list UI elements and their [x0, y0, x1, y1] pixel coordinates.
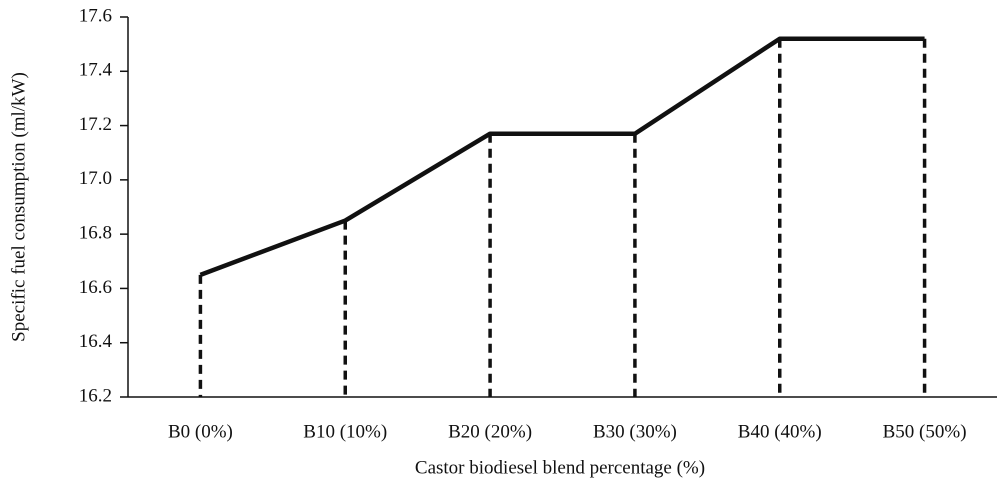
y-tick-label: 16.8 — [79, 223, 112, 244]
y-tick-label: 17.4 — [79, 60, 113, 81]
y-axis-title: Specific fuel consumption (ml/kW) — [8, 72, 29, 342]
y-tick-label: 16.2 — [79, 385, 112, 406]
y-tick-label: 17.6 — [79, 5, 112, 26]
y-tick-label: 17.2 — [79, 114, 112, 135]
x-tick-label: B10 (10%) — [303, 421, 387, 442]
y-tick-label: 17.0 — [79, 168, 112, 189]
x-tick-label: B30 (30%) — [593, 421, 677, 442]
x-tick-label: B0 (0%) — [168, 421, 233, 442]
y-tick-label: 16.6 — [79, 277, 112, 298]
x-tick-label: B20 (20%) — [448, 421, 532, 442]
x-tick-label: B40 (40%) — [738, 421, 822, 442]
x-axis-title: Castor biodiesel blend percentage (%) — [415, 457, 705, 478]
y-tick-label: 16.4 — [79, 331, 113, 352]
line — [199, 36, 925, 277]
x-tick-label: B50 (50%) — [883, 421, 967, 442]
